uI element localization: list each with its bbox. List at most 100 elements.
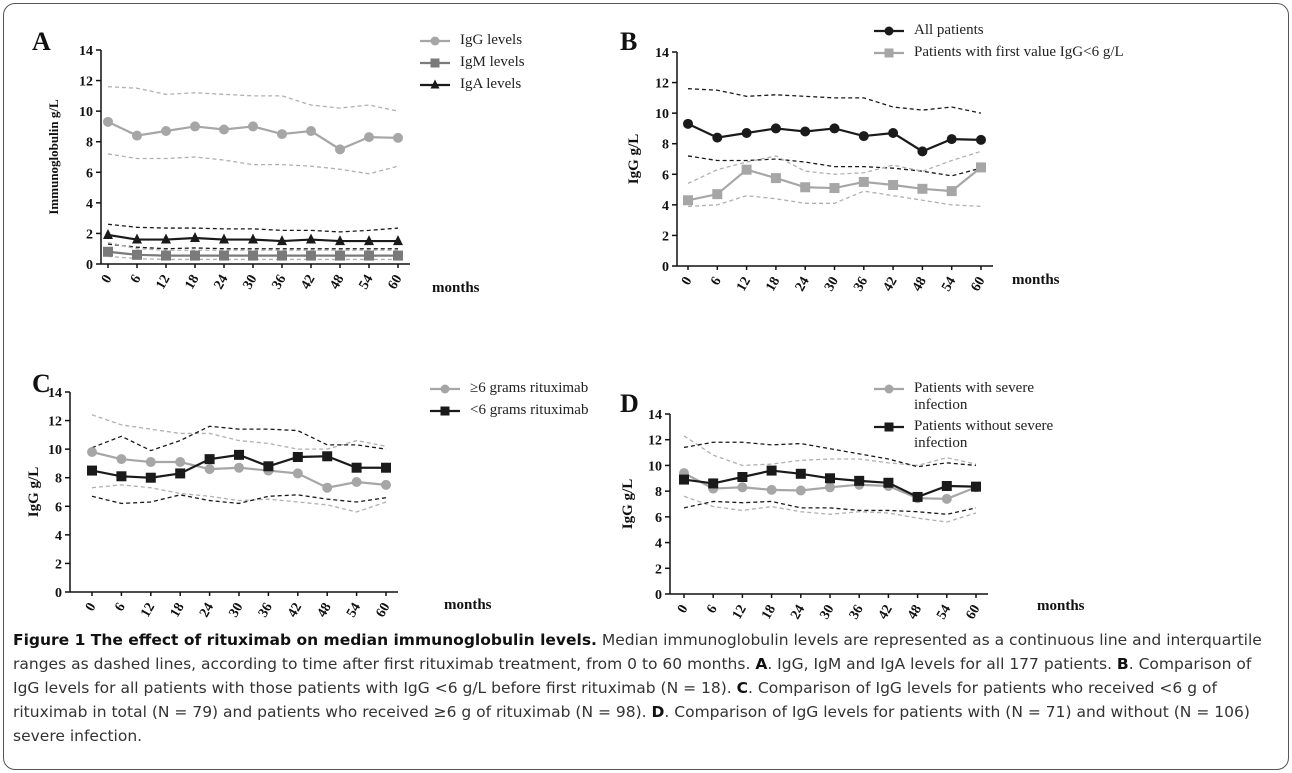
marker: [351, 462, 362, 473]
marker: [829, 183, 840, 194]
figure-frame: [3, 3, 1289, 770]
y-axis-label: Immunoglobulin g/L: [46, 99, 61, 215]
x-tick-label: 48: [905, 603, 925, 623]
marker: [766, 465, 777, 476]
marker: [858, 131, 869, 142]
marker: [306, 250, 316, 261]
x-axis-label: months: [1037, 598, 1085, 614]
marker: [430, 36, 440, 46]
x-tick-label: 42: [876, 603, 896, 623]
x-tick-label: 30: [240, 273, 260, 293]
marker: [234, 462, 244, 473]
legend-swatch: [430, 384, 460, 394]
y-tick-label: 6: [662, 168, 669, 183]
legend-item: IgA levels: [418, 76, 678, 94]
iqr-line: [687, 150, 982, 185]
marker: [364, 132, 374, 143]
marker: [941, 481, 952, 491]
y-axis-label: IgG g/L: [620, 479, 636, 529]
x-tick-label: 60: [373, 601, 393, 621]
x-tick-label: 18: [759, 603, 779, 623]
legend: ≥6 grams rituximab <6 grams rituximab: [428, 380, 688, 424]
x-tick-label: 42: [298, 273, 318, 293]
iqr-line: [91, 414, 387, 450]
marker: [884, 422, 894, 432]
iqr-line: [683, 441, 977, 468]
y-tick-label: 10: [79, 105, 93, 120]
x-tick-label: 0: [99, 273, 115, 287]
y-tick-label: 10: [48, 443, 62, 458]
x-tick-label: 18: [182, 273, 202, 293]
y-tick-label: 2: [55, 557, 62, 572]
marker: [440, 406, 450, 416]
marker: [292, 468, 303, 479]
y-tick-label: 8: [662, 138, 669, 153]
marker: [175, 457, 186, 467]
iqr-line: [91, 484, 387, 513]
y-tick-label: 12: [655, 77, 669, 92]
x-tick-label: 54: [344, 601, 364, 621]
iqr-line: [107, 243, 398, 250]
marker: [234, 449, 244, 460]
marker: [381, 462, 391, 473]
panel-letter: B: [620, 27, 637, 56]
x-tick-label: 36: [269, 273, 289, 293]
x-axis-label: months: [1012, 272, 1060, 288]
x-tick-label: 48: [315, 601, 335, 621]
marker: [248, 121, 258, 132]
marker: [883, 477, 894, 488]
legend-item: Patients without severe infection: [872, 418, 1072, 452]
marker: [277, 235, 287, 246]
y-tick-label: 12: [48, 415, 62, 430]
x-tick-label: 6: [128, 273, 144, 287]
legend-swatch: [874, 26, 904, 36]
y-tick-label: 6: [55, 500, 62, 515]
y-tick-label: 8: [655, 485, 662, 500]
legend-label: IgG levels: [460, 32, 523, 48]
caption-letter: A: [755, 655, 768, 673]
y-tick-label: 2: [86, 227, 93, 242]
legend-item: <6 grams rituximab: [428, 402, 688, 420]
x-tick-label: 0: [675, 603, 691, 617]
marker: [103, 246, 113, 257]
marker: [795, 468, 806, 479]
marker: [132, 233, 142, 244]
caption-letter: B: [1116, 655, 1129, 673]
x-tick-label: 54: [356, 273, 376, 293]
marker: [884, 26, 894, 36]
y-axis-label: IgG g/L: [26, 467, 42, 517]
marker: [854, 475, 865, 486]
legend-label: Patients with severe infection: [914, 380, 1034, 413]
caption-letter: C: [736, 679, 749, 697]
y-tick-label: 0: [655, 588, 662, 603]
marker: [190, 250, 200, 261]
legend-item: Patients with first value IgG<6 g/L: [872, 44, 1272, 62]
iqr-line: [683, 500, 977, 515]
legend-item: IgG levels: [418, 32, 678, 50]
marker: [825, 473, 835, 484]
iqr-line: [91, 494, 387, 505]
x-tick-label: 12: [734, 275, 754, 295]
y-axis-label: IgG g/L: [626, 134, 642, 184]
marker: [912, 491, 923, 502]
marker: [335, 250, 345, 261]
marker: [976, 162, 986, 173]
marker: [393, 132, 403, 143]
y-tick-label: 8: [86, 136, 93, 151]
x-tick-label: 30: [817, 603, 837, 623]
y-tick-label: 14: [48, 386, 62, 401]
marker: [741, 128, 752, 139]
marker: [941, 493, 952, 504]
marker: [770, 173, 781, 184]
legend-label: <6 grams rituximab: [470, 402, 589, 418]
marker: [737, 482, 748, 493]
marker: [263, 461, 274, 472]
marker: [440, 384, 450, 394]
marker: [103, 116, 113, 127]
y-tick-label: 6: [86, 166, 93, 181]
marker: [116, 454, 127, 465]
x-tick-label: 60: [968, 275, 988, 295]
caption-text: . IgG, IgM and IgA levels for all 177 pa…: [767, 655, 1117, 673]
marker: [679, 474, 689, 485]
y-tick-label: 0: [86, 258, 93, 273]
